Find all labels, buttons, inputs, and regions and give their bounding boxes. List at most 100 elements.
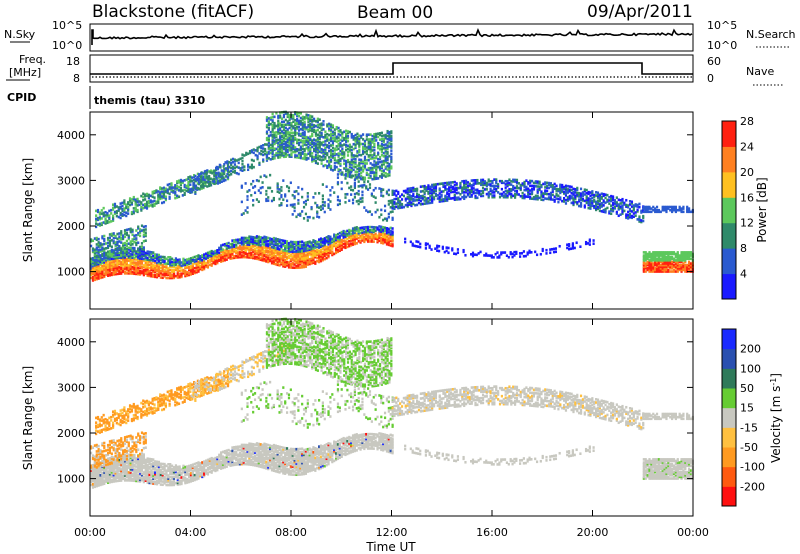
echo-cell: [611, 196, 615, 200]
echo-cell: [273, 125, 276, 128]
echo-cell: [445, 249, 448, 253]
echo-cell: [387, 193, 390, 197]
echo-cell: [346, 181, 349, 185]
echo-cell: [353, 242, 357, 246]
echo-cell: [125, 214, 128, 218]
echo-cell: [278, 260, 281, 264]
echo-cell: [108, 209, 111, 213]
echo-cell: [167, 262, 170, 265]
echo-cell: [583, 193, 586, 196]
echo-cell: [314, 148, 318, 152]
echo-cell: [269, 259, 272, 263]
echo-cell: [172, 263, 176, 267]
echo-cell: [187, 182, 190, 186]
echo-cell: [302, 262, 306, 266]
echo-cell: [446, 197, 449, 201]
echo-cell: [135, 238, 138, 242]
echo-cell: [157, 271, 161, 274]
echo-cell: [214, 174, 218, 178]
echo-cell: [348, 228, 351, 232]
echo-cell: [375, 171, 378, 174]
echo-cell: [350, 229, 353, 233]
echo-cell: [204, 181, 207, 184]
echo-cell: [380, 139, 384, 143]
echo-cell: [284, 265, 287, 268]
echo-cell: [363, 166, 367, 170]
echo-cell: [218, 254, 221, 258]
echo-cell: [101, 269, 104, 273]
echo-cell: [530, 192, 534, 196]
echo-cell: [299, 148, 302, 152]
echo-cell: [402, 205, 406, 209]
echo-cell: [140, 242, 144, 245]
echo-cell: [293, 206, 296, 209]
echo-cell: [95, 268, 98, 271]
echo-cell: [498, 192, 502, 196]
echo-cell: [547, 181, 551, 185]
echo-cell: [320, 124, 323, 127]
echo-cell: [236, 240, 240, 243]
echo-cell: [125, 262, 129, 266]
echo-cell: [189, 265, 193, 268]
echo-cell: [431, 193, 434, 196]
echo-cell: [246, 240, 249, 243]
echo-cell: [375, 177, 378, 181]
echo-cell: [282, 179, 285, 182]
echo-cell: [212, 253, 215, 257]
echo-cell: [112, 236, 115, 240]
echo-cell: [386, 165, 389, 168]
echo-cell: [273, 142, 276, 146]
echo-cell: [261, 238, 264, 241]
echo-cell: [138, 260, 142, 263]
echo-cell: [305, 139, 308, 142]
echo-cell: [621, 205, 624, 209]
echo-cell: [600, 202, 603, 205]
echo-cell: [370, 192, 373, 196]
echo-cell: [125, 228, 129, 232]
echo-cell: [415, 244, 418, 248]
echo-cell: [487, 195, 490, 199]
echo-cell: [161, 260, 164, 264]
echo-cell: [112, 258, 115, 262]
echo-cell: [212, 250, 215, 254]
echo-cell: [585, 196, 588, 200]
echo-cell: [270, 199, 274, 203]
echo-cell: [572, 200, 575, 203]
echo-cell: [475, 253, 478, 257]
echo-cell: [446, 191, 449, 194]
echo-cell: [216, 180, 220, 184]
echo-cell: [602, 200, 605, 204]
echo-cell: [373, 132, 376, 136]
echo-cell: [329, 129, 333, 133]
echo-cell: [354, 160, 357, 164]
echo-cell: [389, 234, 392, 238]
echo-cell: [478, 181, 481, 185]
echo-cell: [348, 143, 351, 147]
echo-cell: [140, 247, 144, 251]
echo-cell: [110, 259, 113, 262]
echo-cell: [99, 273, 102, 276]
echo-cell: [348, 244, 351, 248]
echo-cell: [248, 238, 251, 242]
echo-cell: [129, 227, 132, 231]
echo-cell: [90, 267, 93, 270]
echo-cell: [461, 196, 464, 199]
echo-cell: [137, 252, 140, 255]
echo-cell: [361, 228, 364, 231]
echo-cell: [152, 251, 155, 254]
echo-cell: [191, 259, 194, 263]
echo-cell: [272, 236, 275, 240]
echo-cell: [468, 192, 471, 195]
echo-cell: [250, 237, 253, 240]
echo-cell: [245, 151, 248, 155]
echo-cell: [446, 192, 449, 196]
echo-cell: [314, 249, 317, 253]
echo-cell: [272, 252, 275, 256]
echo-cell: [457, 197, 460, 201]
echo-cell: [260, 146, 263, 150]
echo-cell: [568, 196, 571, 200]
echo-cell: [276, 245, 279, 249]
echo-cell: [363, 230, 366, 234]
echo-cell: [385, 233, 389, 237]
echo-cell: [350, 185, 353, 188]
